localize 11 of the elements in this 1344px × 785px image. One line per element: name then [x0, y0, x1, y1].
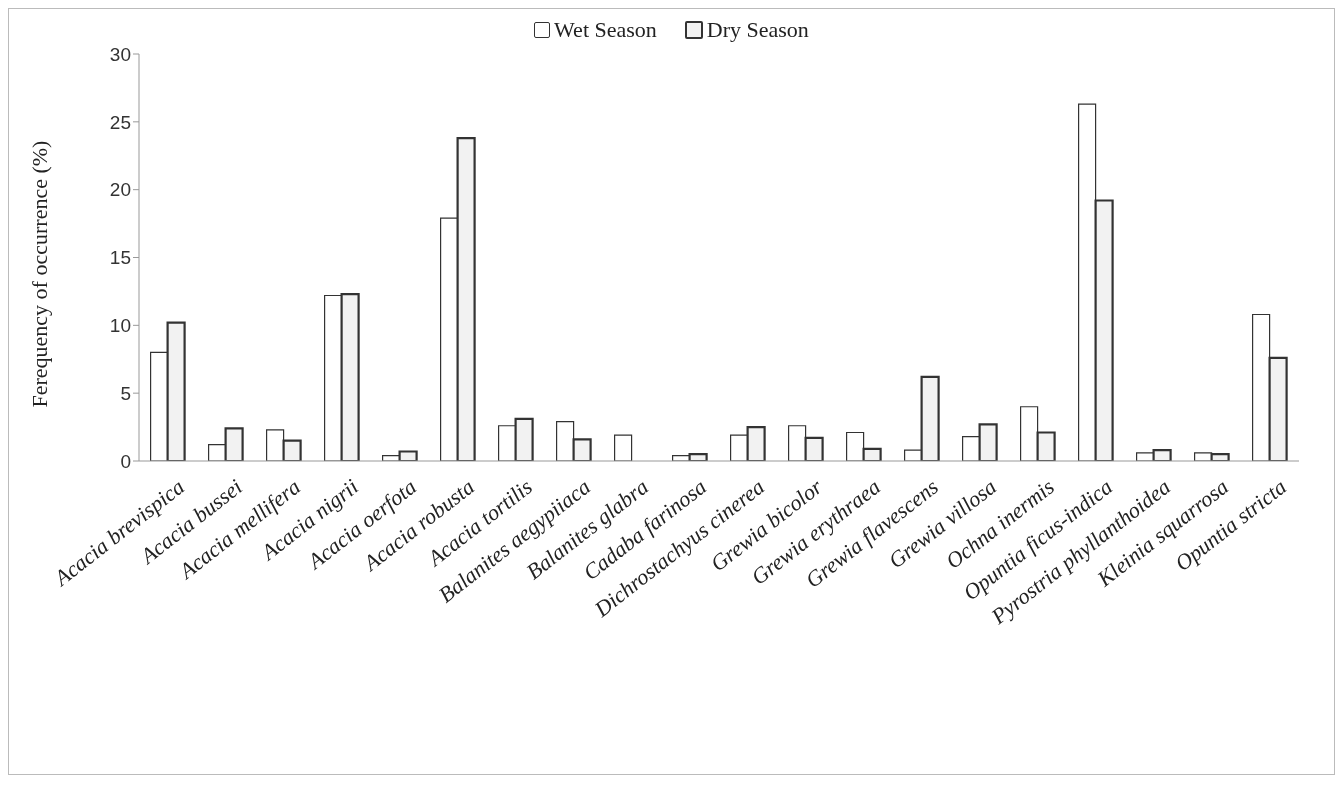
y-tick-label: 30	[109, 43, 131, 65]
bar	[614, 434, 633, 461]
y-tick-label: 25	[109, 111, 131, 133]
legend-label: Dry Season	[706, 17, 809, 43]
y-tick-label: 20	[109, 179, 131, 201]
y-tick-label: 10	[109, 315, 131, 337]
y-axis-title: Ferequency of occurrence (%)	[26, 140, 52, 408]
legend-label: Wet Season	[554, 17, 657, 43]
y-tick-label: 0	[120, 450, 131, 472]
y-tick-label: 15	[109, 247, 131, 269]
y-tick-label: 5	[120, 382, 131, 404]
